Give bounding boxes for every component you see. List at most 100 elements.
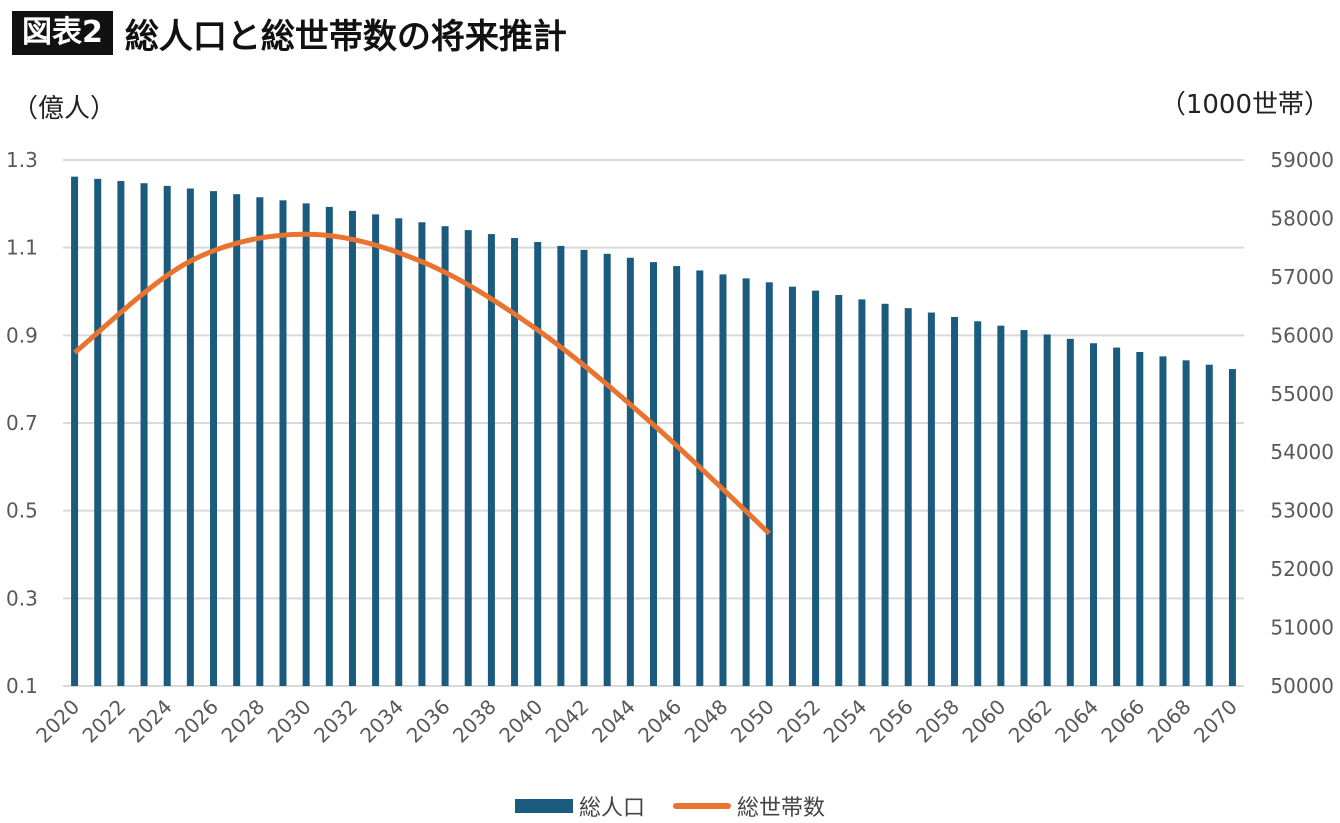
- legend: 総人口 総世帯数: [0, 790, 1340, 822]
- population-bar: [487, 234, 495, 686]
- population-bar: [418, 222, 426, 686]
- population-bar: [348, 210, 356, 686]
- population-bar: [279, 200, 287, 686]
- x-tick-label: 2064: [1050, 695, 1103, 748]
- x-tick-label: 2060: [957, 695, 1010, 748]
- population-bar: [140, 183, 148, 686]
- population-bar: [696, 270, 704, 686]
- population-bar: [835, 295, 843, 686]
- x-axis: 2020202220242026202820302032203420362038…: [31, 695, 1242, 748]
- x-tick-label: 2034: [355, 695, 408, 748]
- x-tick-label: 2066: [1096, 695, 1149, 748]
- x-tick-label: 2024: [124, 695, 177, 748]
- legend-label-population: 総人口: [578, 796, 645, 821]
- right-tick-label: 54000: [1270, 440, 1334, 464]
- population-bar: [951, 316, 959, 686]
- left-y-axis: 1.3 1.1 0.9 0.7 0.5 0.3 0.1: [6, 148, 38, 698]
- x-tick-label: 2052: [772, 695, 825, 748]
- x-tick-label: 2022: [77, 695, 130, 748]
- population-bar: [997, 325, 1005, 686]
- population-bar: [650, 262, 657, 686]
- population-bar: [1159, 356, 1167, 686]
- households-line-layer: [73, 231, 771, 536]
- population-bar: [395, 218, 403, 686]
- left-tick-label: 1.3: [6, 148, 38, 172]
- population-bar: [626, 257, 634, 686]
- population-bar: [372, 214, 380, 686]
- right-tick-label: 55000: [1270, 382, 1334, 406]
- population-bar: [1020, 330, 1028, 686]
- population-bar: [812, 290, 820, 686]
- population-bar: [534, 241, 542, 687]
- x-tick-label: 2068: [1143, 695, 1196, 748]
- x-tick-label: 2028: [216, 695, 269, 748]
- left-axis-unit: （億人）: [12, 94, 117, 124]
- population-bar: [441, 226, 449, 686]
- population-bar: [94, 178, 102, 686]
- legend-item-population: 総人口: [514, 790, 645, 822]
- chart-header: 図表2 総人口と総世帯数の将来推計: [12, 10, 567, 57]
- population-bar: [1066, 338, 1074, 686]
- x-tick-label: 2032: [309, 695, 362, 748]
- left-tick-label: 0.7: [6, 411, 38, 435]
- right-axis-unit: （1000世帯）: [1159, 90, 1330, 120]
- population-bar: [580, 249, 588, 686]
- population-bar: [974, 321, 982, 686]
- x-tick-label: 2026: [170, 695, 223, 748]
- population-bar: [186, 188, 194, 686]
- population-bar: [1182, 360, 1190, 686]
- x-tick-label: 2038: [448, 695, 501, 748]
- population-bar: [881, 303, 889, 686]
- population-bar: [163, 185, 171, 686]
- population-bar: [117, 181, 125, 687]
- x-tick-label: 2036: [402, 695, 455, 748]
- population-bar: [1089, 343, 1097, 686]
- right-tick-label: 57000: [1270, 265, 1334, 289]
- population-bar: [557, 245, 565, 686]
- x-tick-label: 2030: [263, 695, 316, 748]
- population-bar: [673, 266, 681, 686]
- x-tick-label: 2054: [818, 695, 871, 748]
- left-tick-label: 0.3: [6, 586, 38, 610]
- population-bar: [233, 194, 241, 686]
- right-tick-label: 58000: [1270, 206, 1334, 230]
- population-bar: [1136, 351, 1144, 686]
- chart-title: 総人口と総世帯数の将来推計: [124, 16, 567, 57]
- right-tick-label: 52000: [1270, 557, 1334, 581]
- population-bar: [302, 203, 310, 686]
- population-bar: [464, 230, 472, 686]
- legend-line-swatch: [673, 803, 731, 809]
- population-bar: [210, 191, 218, 686]
- population-bar: [256, 197, 264, 686]
- population-bar: [927, 312, 935, 686]
- x-tick-label: 2040: [494, 695, 547, 748]
- x-tick-label: 2042: [541, 695, 594, 748]
- left-tick-label: 0.5: [6, 499, 38, 523]
- x-tick-label: 2062: [1004, 695, 1057, 748]
- right-tick-label: 53000: [1270, 499, 1334, 523]
- left-tick-label: 0.9: [6, 323, 38, 347]
- population-bars: [71, 176, 1236, 687]
- population-bar: [719, 274, 727, 686]
- x-tick-label: 2046: [633, 695, 686, 748]
- population-bar: [1228, 369, 1236, 686]
- x-tick-label: 2044: [587, 695, 640, 748]
- legend-label-households: 総世帯数: [737, 796, 826, 821]
- population-bar: [511, 238, 519, 687]
- chart-canvas: 1.3 1.1 0.9 0.7 0.5 0.3 0.1 59000 58000 57000 560…: [6, 148, 1334, 748]
- right-tick-label: 56000: [1270, 323, 1334, 347]
- left-tick-label: 0.1: [6, 674, 38, 698]
- population-bar: [788, 286, 796, 686]
- population-bar: [742, 278, 750, 686]
- population-bar: [603, 253, 611, 686]
- legend-bar-swatch: [514, 799, 573, 813]
- population-bar: [325, 206, 333, 686]
- x-tick-label: 2050: [726, 695, 779, 748]
- population-bar: [71, 176, 79, 686]
- right-tick-label: 59000: [1270, 148, 1334, 172]
- population-bar: [904, 308, 912, 686]
- population-bar: [858, 299, 866, 686]
- right-y-axis: 59000 58000 57000 56000 55000 54000 53000 52000…: [1270, 148, 1334, 698]
- population-bar: [765, 282, 773, 686]
- x-tick-label: 2070: [1189, 695, 1242, 748]
